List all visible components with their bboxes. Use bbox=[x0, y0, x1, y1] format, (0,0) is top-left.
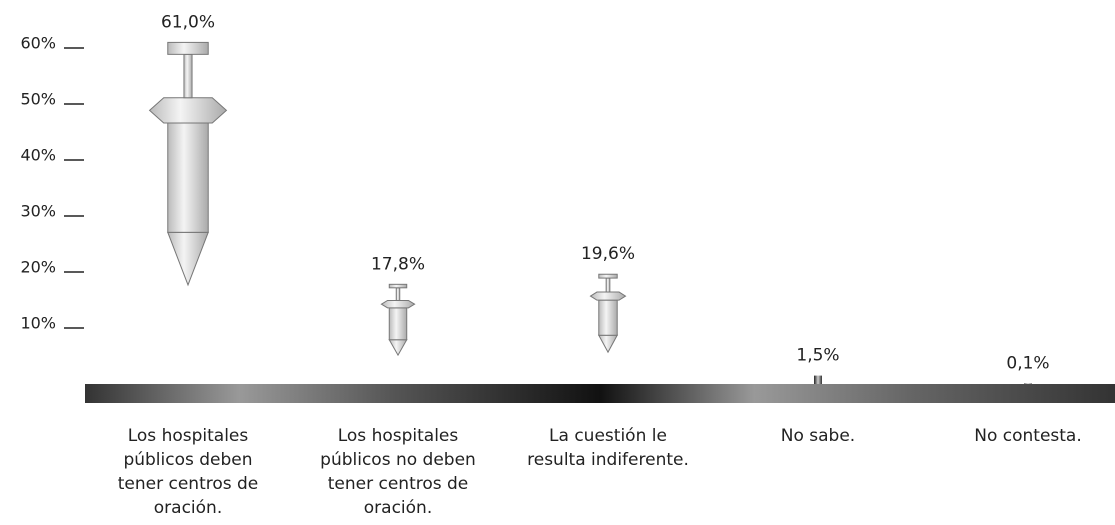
syringe-cap bbox=[598, 273, 618, 279]
x-tick-label: No sabe. bbox=[780, 426, 856, 446]
y-tick-label: 10% bbox=[20, 314, 56, 333]
syringe-rod bbox=[605, 277, 611, 293]
syringe-bar bbox=[814, 375, 822, 384]
syringe-cone bbox=[388, 339, 408, 357]
syringe-bar bbox=[380, 283, 416, 384]
syringe-rod bbox=[395, 287, 401, 301]
syringe-stub bbox=[814, 375, 822, 384]
syringe-bar bbox=[589, 273, 627, 384]
x-tick-label: La cuestión le resulta indiferente. bbox=[527, 426, 689, 470]
x-tick-label: Los hospitales públicos deben tener cent… bbox=[117, 426, 259, 518]
syringe-flange bbox=[148, 97, 228, 124]
syringe-rod bbox=[183, 53, 193, 99]
y-tick-label: 60% bbox=[20, 34, 56, 53]
syringe-cap bbox=[167, 41, 209, 55]
value-label: 1,5% bbox=[796, 346, 839, 366]
y-tick-label: 30% bbox=[20, 202, 56, 221]
syringe-cone bbox=[597, 334, 619, 354]
syringe-cap bbox=[388, 283, 408, 289]
syringe-bar bbox=[148, 41, 228, 384]
syringe-flange bbox=[380, 299, 416, 309]
syringe-barrel bbox=[388, 307, 408, 341]
x-axis-bar bbox=[85, 384, 1115, 403]
y-tick-label: 40% bbox=[20, 146, 56, 165]
value-label: 19,6% bbox=[581, 244, 635, 264]
syringe-bar bbox=[1024, 383, 1032, 384]
value-label: 0,1% bbox=[1006, 353, 1049, 373]
y-tick-label: 50% bbox=[20, 90, 56, 109]
syringe-stub bbox=[1024, 383, 1032, 384]
x-tick-label: No contesta. bbox=[974, 426, 1082, 446]
x-tick-label: Los hospitales públicos no deben tener c… bbox=[320, 426, 476, 518]
syringe-barrel bbox=[167, 122, 209, 233]
syringe-barrel bbox=[598, 299, 618, 336]
syringe-flange bbox=[589, 291, 627, 301]
y-tick-label: 20% bbox=[20, 258, 56, 277]
value-label: 61,0% bbox=[161, 12, 215, 32]
syringe-cone bbox=[167, 231, 209, 287]
value-label: 17,8% bbox=[371, 254, 425, 274]
